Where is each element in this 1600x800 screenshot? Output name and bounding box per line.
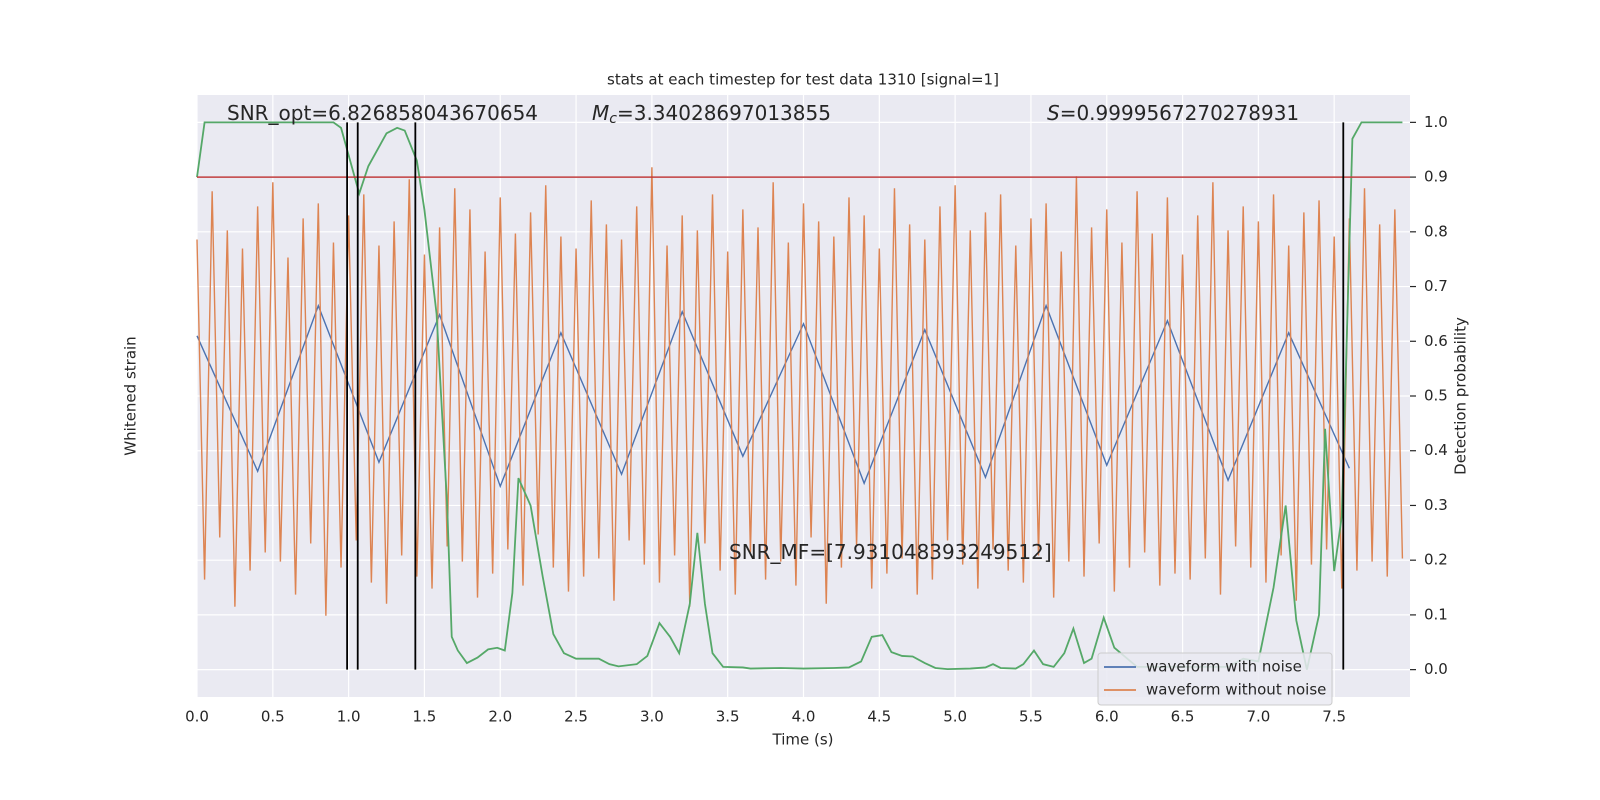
y2-axis-label: Detection probability <box>1452 317 1470 475</box>
x-tick-label: 6.0 <box>1095 708 1119 726</box>
annotation-symbol: M <box>592 101 609 125</box>
y2-tick-label: 0.5 <box>1424 387 1448 405</box>
x-axis-label: Time (s) <box>772 731 834 749</box>
x-tick-label: 4.5 <box>867 708 891 726</box>
x-tick-label: 0.0 <box>185 708 209 726</box>
y2-tick-label: 0.0 <box>1424 660 1448 678</box>
y2-tick-label: 0.1 <box>1424 605 1448 623</box>
x-tick-label: 3.0 <box>640 708 664 726</box>
y2-tick-label: 0.9 <box>1424 168 1448 186</box>
x-tick-label: 1.0 <box>337 708 361 726</box>
y2-tick-label: 1.0 <box>1424 113 1448 131</box>
annotation: Mc=3.34028697013855 <box>592 101 831 128</box>
y-axis-label: Whitened strain <box>122 336 140 455</box>
x-tick-label: 5.5 <box>1019 708 1043 726</box>
x-tick-label: 2.5 <box>564 708 588 726</box>
annotation-text: =3.34028697013855 <box>617 101 831 125</box>
y2-tick-label: 0.6 <box>1424 332 1448 350</box>
y2-tick-label: 0.2 <box>1424 551 1448 569</box>
y2-tick-label: 0.3 <box>1424 496 1448 514</box>
chart-title: stats at each timestep for test data 131… <box>607 71 999 89</box>
annotation: S=0.9999567270278931 <box>1047 101 1299 125</box>
x-tick-label: 7.0 <box>1246 708 1270 726</box>
x-tick-label: 4.0 <box>792 708 816 726</box>
series-line <box>196 167 1404 616</box>
y2-tick-label: 0.8 <box>1424 222 1448 240</box>
legend-box <box>1097 652 1333 706</box>
series-line <box>196 303 1350 489</box>
annotation-text: SNR_MF=[7.931048393249512] <box>729 540 1052 564</box>
x-tick-label: 7.5 <box>1322 708 1346 726</box>
annotation-text: =0.9999567270278931 <box>1060 101 1299 125</box>
x-tick-label: 6.5 <box>1171 708 1195 726</box>
annotation-subscript: c <box>609 111 617 127</box>
legend-label: waveform without noise <box>1146 681 1326 699</box>
y2-tick-label: 0.7 <box>1424 277 1448 295</box>
x-tick-label: 1.5 <box>413 708 437 726</box>
legend-label: waveform with noise <box>1146 658 1302 676</box>
annotation-text: SNR_opt=6.826858043670654 <box>227 101 538 125</box>
y2-tick-label: 0.4 <box>1424 441 1448 459</box>
x-tick-label: 2.0 <box>488 708 512 726</box>
x-tick-label: 3.5 <box>716 708 740 726</box>
annotation-symbol: S <box>1047 101 1060 125</box>
annotation: SNR_MF=[7.931048393249512] <box>729 540 1052 564</box>
x-tick-label: 0.5 <box>261 708 285 726</box>
x-tick-label: 5.0 <box>943 708 967 726</box>
annotation: SNR_opt=6.826858043670654 <box>227 101 538 125</box>
